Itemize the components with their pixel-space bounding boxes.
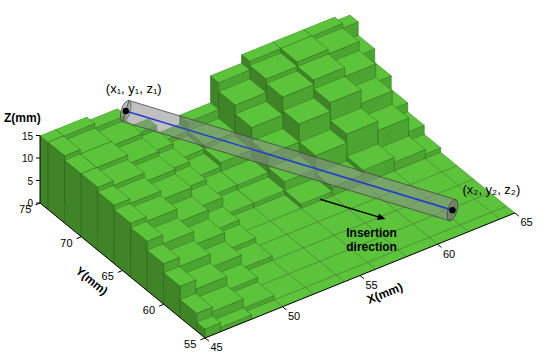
direction-arrowhead <box>377 213 386 220</box>
x-axis-line <box>205 213 515 338</box>
cell-top <box>211 63 250 82</box>
cell-top <box>266 71 314 97</box>
chart: 45505560655560657075051015X(mm)Y(mm)Z(mm… <box>0 0 551 363</box>
direction-arrow <box>320 199 380 217</box>
cell-top <box>235 102 283 128</box>
cell-top <box>330 108 378 134</box>
y-tick-label: 55 <box>184 338 196 350</box>
y-tick <box>159 304 164 306</box>
x-axis-title: X(mm) <box>365 280 405 307</box>
z-tick <box>36 135 40 136</box>
x-tick-label: 60 <box>443 248 455 260</box>
end-point <box>449 207 455 213</box>
y-tick <box>35 203 40 205</box>
cell-top <box>48 136 80 156</box>
cell-top <box>347 144 395 170</box>
y-tick <box>77 237 82 239</box>
z-tick <box>36 203 40 204</box>
insertion-path <box>118 99 460 222</box>
x-tick <box>515 213 519 216</box>
cell-top <box>314 77 362 103</box>
cell-top <box>131 222 163 242</box>
y-tick <box>118 271 123 273</box>
cell-top <box>219 79 267 105</box>
y-tick-label: 60 <box>143 304 155 316</box>
y-tick <box>200 338 205 340</box>
surface <box>40 15 515 338</box>
cell-top <box>98 186 130 206</box>
z-axis-line <box>40 136 41 204</box>
cell-top <box>299 130 347 156</box>
z-tick-label: 10 <box>22 153 34 164</box>
z-tick-label: 5 <box>27 176 33 187</box>
annotations: (x₁, y₁, z₁) (x₂, y₂, z₂) Insertiondirecti… <box>106 81 520 254</box>
start-point <box>123 108 129 114</box>
cell-top <box>81 168 113 188</box>
z-axis-title: Z(mm) <box>4 111 41 125</box>
x-tick <box>438 244 442 247</box>
x-tick-label: 50 <box>288 310 300 322</box>
cell-top <box>297 54 345 80</box>
cell-top <box>197 316 221 329</box>
x-tick-label: 65 <box>520 216 532 228</box>
x-tick <box>205 338 209 341</box>
z-tick <box>36 158 40 159</box>
start-label: (x₁, y₁, z₁) <box>106 81 162 96</box>
z-tick <box>36 180 40 181</box>
y-axis-title: Y(mm) <box>73 264 111 298</box>
direction-label: Insertion <box>346 226 397 240</box>
cell-top <box>164 267 196 287</box>
direction-label: direction <box>346 240 397 254</box>
cell-top <box>147 244 179 264</box>
tube-cap <box>445 198 460 222</box>
x-tick-label: 45 <box>210 341 222 353</box>
cell-side <box>48 142 65 223</box>
tube-body <box>123 100 456 220</box>
z-tick-label: 0 <box>27 198 33 209</box>
x-tick <box>360 276 364 279</box>
end-label: (x₂, y₂, z₂) <box>463 182 521 197</box>
cell-top <box>180 294 212 314</box>
cell-top <box>114 204 146 224</box>
x-tick <box>283 307 287 310</box>
insertion-line <box>126 111 453 210</box>
cell-side <box>40 136 48 210</box>
z-tick-label: 15 <box>22 131 34 142</box>
cell-top <box>283 98 331 124</box>
y-tick-label: 70 <box>60 237 72 249</box>
y-axis-line <box>40 203 205 338</box>
